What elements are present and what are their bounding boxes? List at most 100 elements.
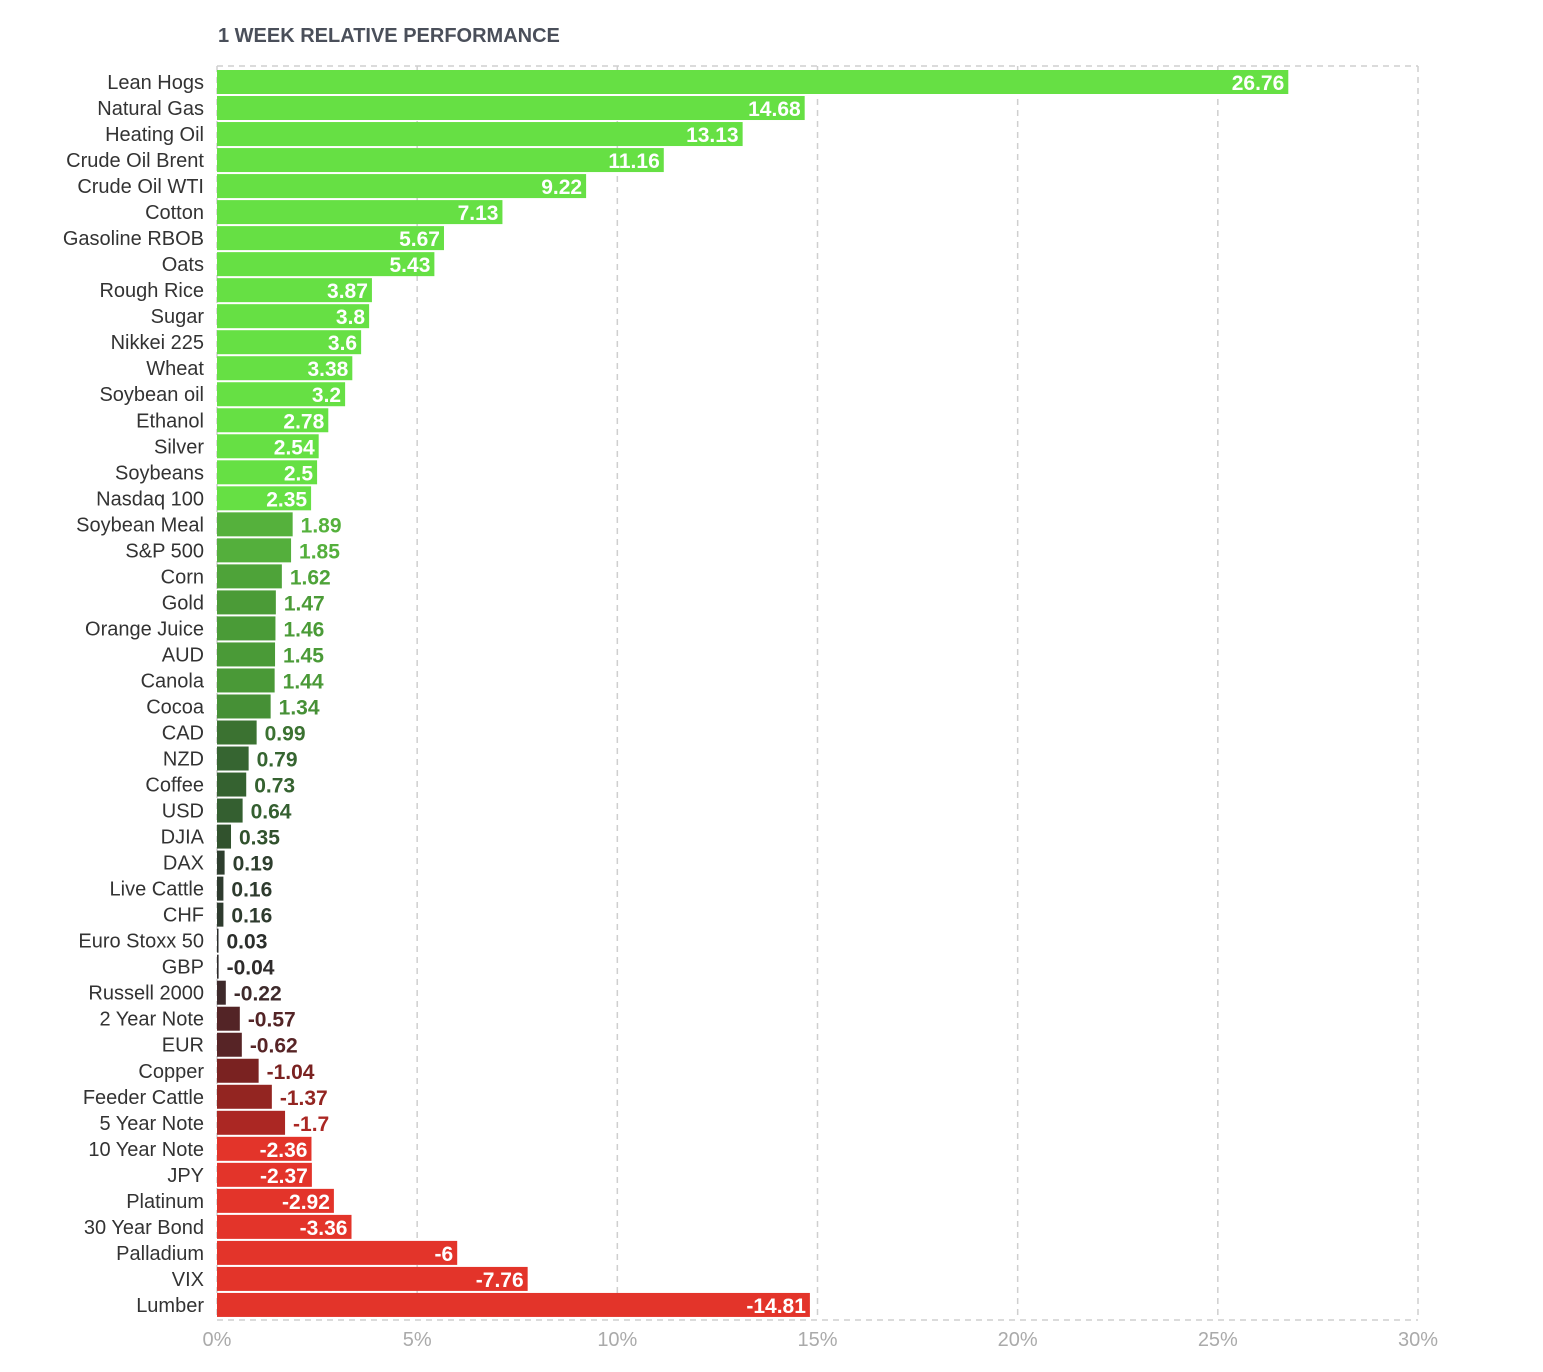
bar-row: Oats 5.43 xyxy=(162,252,435,277)
bar xyxy=(217,408,329,433)
bar-row: Gasoline RBOB 5.67 xyxy=(63,226,444,251)
bar-row: Nasdaq 100 2.35 xyxy=(96,486,312,511)
category-label: CAD xyxy=(162,723,204,745)
bar xyxy=(217,694,271,719)
value-label: -1.7 xyxy=(293,1113,329,1136)
value-label: 0.03 xyxy=(227,931,268,954)
category-label: Euro Stoxx 50 xyxy=(78,931,204,953)
category-label: Canola xyxy=(141,670,205,692)
bar-row: Crude Oil Brent 11.16 xyxy=(66,148,664,173)
value-label: 1.62 xyxy=(290,566,331,589)
bar xyxy=(217,1084,272,1109)
bar-row: Cotton 7.13 xyxy=(145,200,503,225)
bar-row: VIX -7.76 xyxy=(172,1266,528,1292)
value-label: 0.99 xyxy=(265,723,306,746)
bar-row: Nikkei 225 3.6 xyxy=(111,330,362,355)
bar xyxy=(217,1292,810,1317)
bar-row: 30 Year Bond -3.36 xyxy=(84,1214,352,1240)
category-label: Corn xyxy=(161,566,204,588)
bar xyxy=(217,850,225,875)
value-label: 5.43 xyxy=(390,254,431,277)
bar-row: Ethanol 2.78 xyxy=(136,408,329,433)
category-label: Ethanol xyxy=(136,410,204,432)
bar-row: 2 Year Note -0.57 xyxy=(99,1006,296,1032)
bar-row: Sugar 3.8 xyxy=(151,304,370,329)
category-label: Cotton xyxy=(145,202,204,224)
bar-row: Euro Stoxx 50 0.03 xyxy=(78,928,268,954)
bar-row: Copper -1.04 xyxy=(138,1058,315,1084)
bar xyxy=(217,746,249,771)
category-label: Wheat xyxy=(146,358,204,380)
bar xyxy=(217,226,444,251)
bar xyxy=(217,876,224,901)
x-axis-ticks: 0% 5% 10% 15% 20% 25% 30% xyxy=(203,1329,1439,1351)
category-label: Rough Rice xyxy=(99,280,204,302)
category-label: Nikkei 225 xyxy=(111,332,204,354)
bar xyxy=(217,96,805,121)
bar-row: Russell 2000 -0.22 xyxy=(88,980,282,1006)
category-label: Natural Gas xyxy=(97,98,204,120)
bar-row: Coffee 0.73 xyxy=(145,772,295,798)
bar-row: JPY -2.37 xyxy=(167,1162,312,1188)
bar xyxy=(217,538,292,563)
bar xyxy=(217,1006,240,1031)
bar-row: Natural Gas 14.68 xyxy=(97,96,805,121)
bar xyxy=(217,720,257,745)
bar-row: DJIA 0.35 xyxy=(161,824,280,850)
value-label: 3.6 xyxy=(328,332,357,355)
category-label: Live Cattle xyxy=(110,879,205,901)
category-label: EUR xyxy=(162,1035,204,1057)
bar xyxy=(217,902,224,927)
x-tick-label: 20% xyxy=(998,1329,1038,1351)
category-label: Feeder Cattle xyxy=(83,1087,204,1109)
category-label: 30 Year Bond xyxy=(84,1217,204,1239)
value-label: 1.89 xyxy=(301,514,342,537)
bar xyxy=(217,824,232,849)
value-label: 1.47 xyxy=(284,592,325,615)
bar xyxy=(217,1188,334,1213)
category-label: 10 Year Note xyxy=(88,1139,204,1161)
value-label: 5.67 xyxy=(399,228,440,251)
category-label: 5 Year Note xyxy=(99,1113,204,1135)
category-label: Soybeans xyxy=(115,462,204,484)
value-label: 1.85 xyxy=(299,540,340,563)
category-label: Lean Hogs xyxy=(107,72,204,94)
value-label: 0.73 xyxy=(254,775,295,798)
value-label: -1.37 xyxy=(280,1087,328,1110)
value-label: -0.62 xyxy=(250,1035,298,1058)
bar xyxy=(217,460,318,485)
x-tick-label: 15% xyxy=(797,1329,837,1351)
bar xyxy=(217,1240,458,1265)
bar-row: Rough Rice 3.87 xyxy=(99,278,372,303)
chart-title: 1 WEEK RELATIVE PERFORMANCE xyxy=(218,25,560,47)
value-label: 0.35 xyxy=(239,827,280,850)
category-label: VIX xyxy=(172,1269,204,1291)
category-label: Gold xyxy=(162,592,204,614)
x-tick-label: 0% xyxy=(203,1329,232,1351)
category-label: Oats xyxy=(162,254,204,276)
bar-row: Soybeans 2.5 xyxy=(115,460,318,485)
bar-row: Orange Juice 1.46 xyxy=(85,616,324,641)
bar-row: Palladium -6 xyxy=(116,1240,458,1266)
bar xyxy=(217,122,743,147)
value-label: 3.87 xyxy=(327,280,368,303)
bar xyxy=(217,642,276,667)
bar-row: NZD 0.79 xyxy=(163,746,298,772)
value-label: 1.45 xyxy=(283,644,324,667)
category-label: Russell 2000 xyxy=(88,983,204,1005)
value-label: -2.92 xyxy=(282,1191,330,1214)
bar xyxy=(217,564,282,589)
bar xyxy=(217,1032,242,1057)
bar xyxy=(217,304,370,329)
value-label: 13.13 xyxy=(686,124,739,147)
bar-row: 5 Year Note -1.7 xyxy=(99,1110,329,1136)
bar-row: Cocoa 1.34 xyxy=(146,694,320,719)
bar xyxy=(217,252,435,277)
value-label: 3.38 xyxy=(307,358,348,381)
bar-row: Crude Oil WTI 9.22 xyxy=(77,174,587,199)
bar xyxy=(217,798,243,823)
grid xyxy=(216,65,1419,1321)
bar-row: GBP -0.04 xyxy=(162,954,275,980)
bar xyxy=(217,980,226,1005)
value-label: 7.13 xyxy=(458,202,499,225)
